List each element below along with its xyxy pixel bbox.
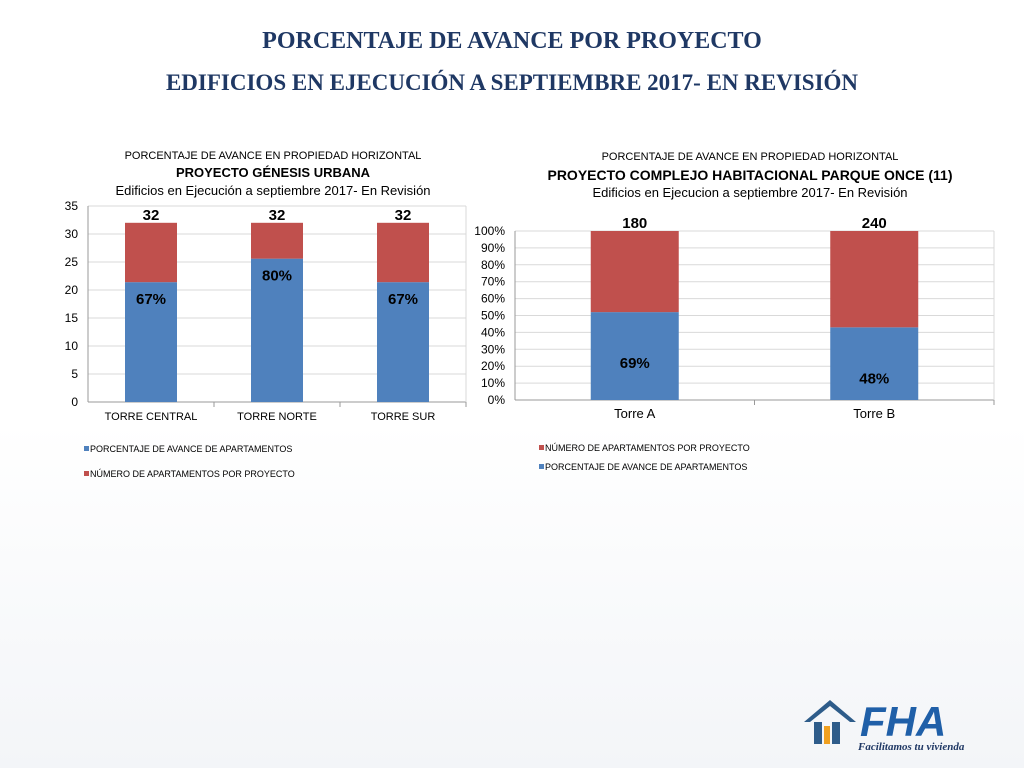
chart-1-category-label: TORRE SUR bbox=[371, 411, 436, 423]
slide-title: PORCENTAJE DE AVANCE POR PROYECTO bbox=[262, 28, 762, 54]
chart-1-bar-avance bbox=[251, 258, 303, 402]
chart-1-category-label: TORRE NORTE bbox=[237, 411, 317, 423]
chart-1-legend-swatch bbox=[84, 471, 89, 476]
chart-2-y-tick-label: 20% bbox=[481, 359, 505, 373]
chart-1-y-tick-label: 10 bbox=[65, 339, 79, 353]
chart-1-category-label: TORRE CENTRAL bbox=[105, 411, 198, 423]
logo-wordmark: FHA bbox=[860, 698, 946, 745]
chart-1-subtitle: Edificios en Ejecución a septiembre 2017… bbox=[115, 183, 431, 198]
chart-1-data-label: 32 bbox=[269, 207, 286, 224]
chart-2-bar-avance bbox=[830, 327, 919, 400]
chart-2-caption: PORCENTAJE DE AVANCE EN PROPIEDAD HORIZO… bbox=[601, 151, 899, 163]
chart-2-y-tick-label: 50% bbox=[481, 309, 505, 323]
logo-tagline: Facilitamos tu vivienda bbox=[857, 741, 965, 753]
slide-subtitle: EDIFICIOS EN EJECUCIÓN A SEPTIEMBRE 2017… bbox=[165, 70, 859, 95]
chart-2-category-label: Torre A bbox=[614, 406, 656, 421]
chart-1-data-label: 32 bbox=[395, 207, 412, 224]
chart-1-data-label: 80% bbox=[262, 268, 292, 285]
chart-1-bar-apartamentos bbox=[251, 222, 303, 259]
chart-1-legend-swatch bbox=[84, 446, 89, 451]
chart-1-y-tick-label: 30 bbox=[65, 227, 79, 241]
chart-2-data-label: 69% bbox=[620, 355, 650, 372]
chart-2-y-tick-label: 80% bbox=[481, 258, 505, 272]
chart-2-y-tick-label: 100% bbox=[474, 224, 505, 238]
chart-2-title: PROYECTO COMPLEJO HABITACIONAL PARQUE ON… bbox=[547, 167, 953, 183]
chart-2-y-tick-label: 60% bbox=[481, 292, 505, 306]
chart-1-bar-avance bbox=[125, 282, 177, 402]
chart-2-y-tick-label: 10% bbox=[481, 376, 505, 390]
chart-1-legend-label: NÚMERO DE APARTAMENTOS POR PROYECTO bbox=[90, 469, 295, 479]
chart-2-y-tick-label: 30% bbox=[481, 342, 505, 356]
chart-1-title: PROYECTO GÉNESIS URBANA bbox=[175, 165, 371, 180]
chart-1-data-label: 67% bbox=[388, 291, 418, 308]
chart-1-bar-apartamentos bbox=[377, 222, 429, 283]
chart-1-legend-label: PORCENTAJE DE AVANCE DE APARTAMENTOS bbox=[90, 444, 292, 454]
chart-2-legend-swatch bbox=[539, 445, 544, 450]
chart-2-y-tick-label: 70% bbox=[481, 275, 505, 289]
chart-2-subtitle: Edificios en Ejecucion a septiembre 2017… bbox=[592, 185, 908, 200]
chart-1-y-tick-label: 15 bbox=[65, 311, 79, 325]
chart-2-bar-apartamentos bbox=[830, 231, 919, 328]
chart-2-data-label: 240 bbox=[862, 215, 887, 232]
chart-2-data-label: 48% bbox=[859, 371, 889, 388]
chart-1-y-tick-label: 5 bbox=[71, 367, 78, 381]
chart-1-data-label: 67% bbox=[136, 291, 166, 308]
chart-1-y-tick-label: 35 bbox=[65, 199, 79, 213]
chart-2-legend-label: PORCENTAJE DE AVANCE DE APARTAMENTOS bbox=[545, 462, 747, 472]
chart-1-bar-avance bbox=[377, 282, 429, 402]
chart-1-data-label: 32 bbox=[143, 207, 160, 224]
chart-1-y-tick-label: 0 bbox=[71, 395, 78, 409]
chart-1-bar-apartamentos bbox=[125, 222, 177, 283]
chart-2-bar-apartamentos bbox=[590, 231, 679, 313]
house-icon: FHA Facilitamos tu vivienda bbox=[804, 698, 965, 753]
chart-2-header: PORCENTAJE DE AVANCE EN PROPIEDAD HORIZO… bbox=[510, 151, 990, 200]
chart-2-data-label: 180 bbox=[622, 215, 647, 232]
chart-1-header: PORCENTAJE DE AVANCE EN PROPIEDAD HORIZO… bbox=[78, 150, 468, 198]
chart-2-legend-label: NÚMERO DE APARTAMENTOS POR PROYECTO bbox=[545, 443, 750, 453]
chart-1-y-tick-label: 25 bbox=[65, 255, 79, 269]
chart-2-bar-avance bbox=[590, 312, 679, 400]
chart-2-category-label: Torre B bbox=[853, 406, 895, 421]
chart-1-caption: PORCENTAJE DE AVANCE EN PROPIEDAD HORIZO… bbox=[124, 150, 422, 162]
fha-logo: FHA Facilitamos tu vivienda bbox=[800, 696, 1010, 754]
chart-2-y-tick-label: 90% bbox=[481, 241, 505, 255]
chart-2-y-tick-label: 0% bbox=[488, 393, 506, 407]
chart-2-y-tick-label: 40% bbox=[481, 325, 505, 339]
chart-1-y-tick-label: 20 bbox=[65, 283, 79, 297]
chart-2-legend-swatch bbox=[539, 464, 544, 469]
